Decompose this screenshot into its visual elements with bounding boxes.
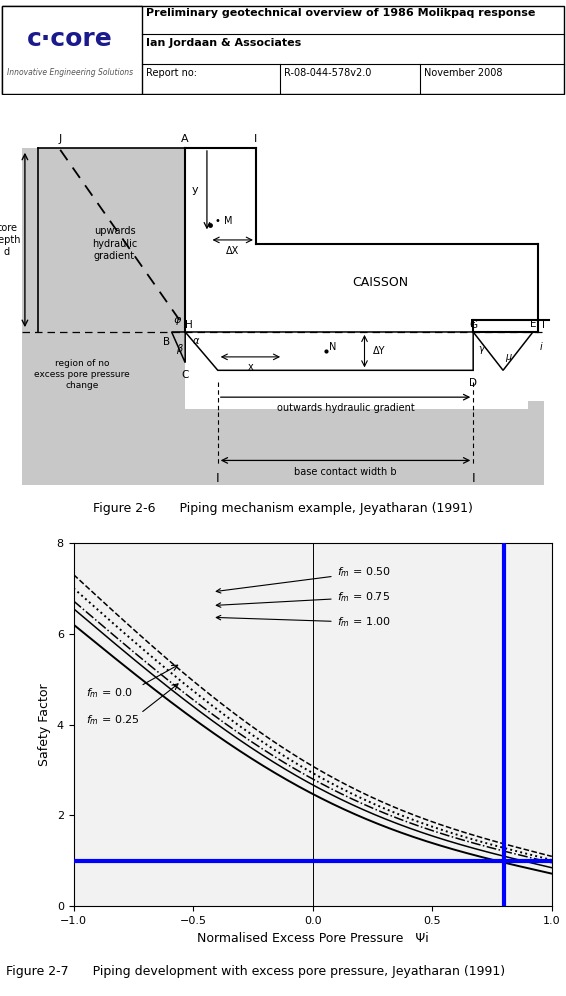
Text: $f_m$ = 1.00: $f_m$ = 1.00 bbox=[216, 616, 391, 629]
Text: $f_m$ = 0.0: $f_m$ = 0.0 bbox=[85, 686, 132, 699]
Bar bbox=[22, 401, 544, 485]
Text: y: y bbox=[192, 185, 199, 195]
Text: Innovative Engineering Solutions: Innovative Engineering Solutions bbox=[7, 68, 133, 77]
Text: I: I bbox=[542, 320, 545, 330]
Text: ΔX: ΔX bbox=[226, 246, 239, 256]
Text: Report no:: Report no: bbox=[146, 68, 197, 78]
Y-axis label: Safety Factor: Safety Factor bbox=[38, 683, 51, 766]
Text: • M: • M bbox=[215, 216, 233, 226]
Text: base contact width b: base contact width b bbox=[294, 467, 397, 477]
Text: c·core: c·core bbox=[27, 27, 113, 51]
Text: C: C bbox=[182, 371, 189, 380]
Text: $f_m$ = 0.50: $f_m$ = 0.50 bbox=[216, 566, 391, 593]
X-axis label: Normalised Excess Pore Pressure   Ψi: Normalised Excess Pore Pressure Ψi bbox=[197, 931, 428, 944]
Text: I: I bbox=[471, 472, 475, 485]
Text: B: B bbox=[162, 337, 170, 347]
Text: α: α bbox=[193, 336, 199, 346]
Bar bbox=[2, 6, 142, 94]
Bar bbox=[22, 147, 283, 408]
Text: Figure 2-7      Piping development with excess pore pressure, Jeyatharan (1991): Figure 2-7 Piping development with exces… bbox=[6, 964, 505, 978]
Text: outwards hydraulic gradient: outwards hydraulic gradient bbox=[277, 403, 414, 413]
Text: G: G bbox=[469, 320, 477, 330]
Text: CAISSON: CAISSON bbox=[353, 276, 409, 289]
Text: i: i bbox=[539, 343, 542, 353]
Text: μ: μ bbox=[505, 352, 512, 362]
Bar bbox=[185, 147, 528, 408]
Text: core
depth
d: core depth d bbox=[0, 222, 21, 257]
Text: E: E bbox=[530, 319, 536, 329]
Text: β: β bbox=[175, 345, 182, 355]
Text: F: F bbox=[470, 319, 476, 329]
Text: A: A bbox=[181, 134, 189, 144]
Text: $f_m$ = 0.25: $f_m$ = 0.25 bbox=[85, 713, 139, 727]
Text: region of no
excess pore pressure
change: region of no excess pore pressure change bbox=[34, 359, 130, 389]
Text: φ: φ bbox=[173, 316, 181, 326]
Text: γ: γ bbox=[478, 345, 484, 355]
Text: x: x bbox=[247, 362, 253, 372]
Text: D: D bbox=[469, 377, 477, 388]
Text: R-08-044-578v2.0: R-08-044-578v2.0 bbox=[284, 68, 371, 78]
Text: I: I bbox=[254, 134, 258, 144]
Text: November 2008: November 2008 bbox=[424, 68, 503, 78]
Text: ΔY: ΔY bbox=[372, 347, 385, 357]
Text: H: H bbox=[185, 320, 193, 330]
Text: Figure 2-6      Piping mechanism example, Jeyatharan (1991): Figure 2-6 Piping mechanism example, Jey… bbox=[93, 502, 473, 516]
Text: J: J bbox=[59, 134, 62, 144]
Text: Ian Jordaan & Associates: Ian Jordaan & Associates bbox=[146, 38, 301, 48]
Text: I: I bbox=[216, 472, 220, 485]
Text: $f_m$ = 0.75: $f_m$ = 0.75 bbox=[216, 591, 389, 608]
Text: N: N bbox=[329, 342, 337, 352]
Text: Preliminary geotechnical overview of 1986 Molikpaq response: Preliminary geotechnical overview of 198… bbox=[146, 8, 535, 18]
Text: upwards
hydraulic
gradient: upwards hydraulic gradient bbox=[92, 226, 137, 261]
